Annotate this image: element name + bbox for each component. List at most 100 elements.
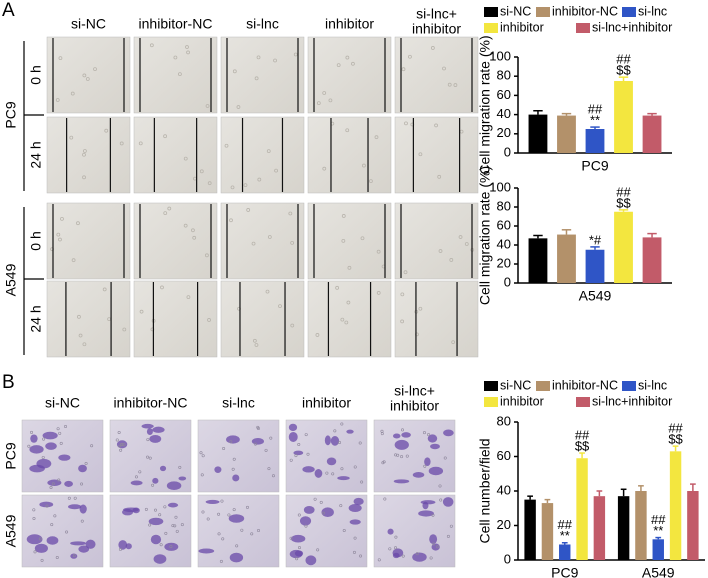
pore bbox=[59, 441, 63, 445]
pore bbox=[134, 475, 138, 479]
significance-mark: ## bbox=[558, 517, 573, 532]
stained-cell bbox=[348, 504, 362, 513]
legend-swatch bbox=[536, 381, 550, 391]
stained-cell bbox=[324, 435, 331, 446]
stained-cell bbox=[42, 431, 58, 440]
y-tick-label: 40 bbox=[497, 236, 511, 251]
pore bbox=[342, 528, 346, 532]
cell-speck bbox=[119, 141, 124, 146]
cell-speck bbox=[58, 56, 63, 61]
pore bbox=[222, 446, 226, 450]
cell-speck bbox=[449, 258, 454, 262]
stained-cell bbox=[46, 536, 59, 545]
cell-speck bbox=[360, 236, 365, 241]
bar bbox=[528, 114, 548, 153]
significance-mark: ** bbox=[590, 113, 600, 128]
row-label: A549 bbox=[3, 514, 19, 547]
stained-cell bbox=[125, 543, 132, 550]
pore bbox=[427, 433, 431, 437]
stained-cell bbox=[337, 476, 350, 481]
pore bbox=[178, 465, 182, 469]
cell-speck bbox=[139, 309, 144, 314]
pore bbox=[353, 465, 357, 469]
stained-cell bbox=[130, 480, 143, 486]
pore bbox=[41, 455, 45, 459]
stained-cell bbox=[424, 457, 431, 467]
pore bbox=[443, 456, 447, 460]
pore bbox=[72, 554, 76, 558]
stained-cell bbox=[226, 435, 240, 444]
pore bbox=[56, 427, 60, 431]
x-tick-label: PC9 bbox=[581, 158, 608, 174]
stained-cell bbox=[78, 545, 90, 553]
pore bbox=[57, 478, 61, 482]
cell-speck bbox=[205, 253, 209, 258]
pore bbox=[32, 508, 36, 512]
y-axis-label: Cell number/field bbox=[477, 438, 493, 543]
micrograph bbox=[307, 280, 392, 358]
pore bbox=[138, 470, 142, 474]
cell-speck bbox=[336, 63, 341, 68]
pore bbox=[33, 550, 37, 554]
pore bbox=[422, 431, 426, 435]
stained-cell bbox=[116, 440, 128, 449]
pore bbox=[271, 474, 275, 478]
stained-cell bbox=[346, 429, 354, 434]
time-label: 0 h bbox=[28, 65, 44, 84]
y-tick-label: 100 bbox=[489, 179, 511, 194]
pore bbox=[220, 499, 224, 503]
stained-cell bbox=[228, 514, 245, 523]
stained-cell bbox=[29, 445, 44, 454]
cell-speck bbox=[243, 183, 248, 188]
micrograph bbox=[21, 494, 104, 568]
stained-cell bbox=[34, 543, 48, 553]
y-tick-label: 0 bbox=[504, 274, 511, 289]
y-tick-label: 0 bbox=[504, 551, 511, 566]
bar bbox=[614, 211, 633, 283]
stained-cell bbox=[146, 428, 153, 436]
pore bbox=[73, 496, 77, 500]
pore bbox=[206, 517, 210, 521]
micrograph bbox=[133, 202, 218, 280]
bar bbox=[642, 115, 662, 153]
cell-speck bbox=[400, 319, 405, 324]
pore bbox=[253, 442, 257, 446]
micrograph bbox=[133, 280, 218, 358]
y-tick-label: 80 bbox=[497, 68, 511, 83]
cell-speck bbox=[82, 73, 87, 78]
bar bbox=[652, 539, 664, 560]
pore bbox=[431, 513, 435, 517]
column-header: si-NC bbox=[71, 16, 106, 32]
pore bbox=[432, 542, 436, 546]
column-header: inhibitor-NC bbox=[114, 395, 188, 411]
pore bbox=[174, 515, 178, 519]
micrograph bbox=[197, 419, 280, 493]
cell-speck bbox=[376, 249, 381, 254]
significance-mark: $$ bbox=[616, 195, 631, 210]
y-axis-label: Cell migration rate (%) bbox=[477, 35, 493, 174]
pore bbox=[321, 511, 325, 515]
y-tick-label: 40 bbox=[497, 482, 511, 497]
pore bbox=[173, 524, 177, 528]
legend-label: si-lnc+inhibitor bbox=[592, 20, 672, 34]
pore bbox=[423, 464, 427, 468]
micrograph bbox=[394, 280, 479, 358]
y-tick-label: 60 bbox=[497, 448, 511, 463]
stained-cell bbox=[288, 431, 298, 442]
y-tick-label: 20 bbox=[497, 125, 511, 140]
stained-cell bbox=[118, 540, 128, 550]
stained-cell bbox=[70, 553, 78, 559]
cell-speck bbox=[290, 240, 295, 245]
stained-cell bbox=[401, 432, 411, 438]
pore bbox=[333, 429, 337, 433]
legend-label: si-lnc bbox=[638, 378, 667, 392]
stained-cell bbox=[132, 507, 140, 514]
stained-cell bbox=[442, 497, 454, 507]
pore bbox=[159, 543, 163, 547]
y-axis-label: Cell migration rate (%) bbox=[477, 166, 493, 305]
column-header: si-lnc bbox=[246, 16, 279, 32]
pore bbox=[256, 427, 260, 431]
stained-cell bbox=[198, 548, 215, 554]
stained-cell bbox=[314, 469, 323, 478]
